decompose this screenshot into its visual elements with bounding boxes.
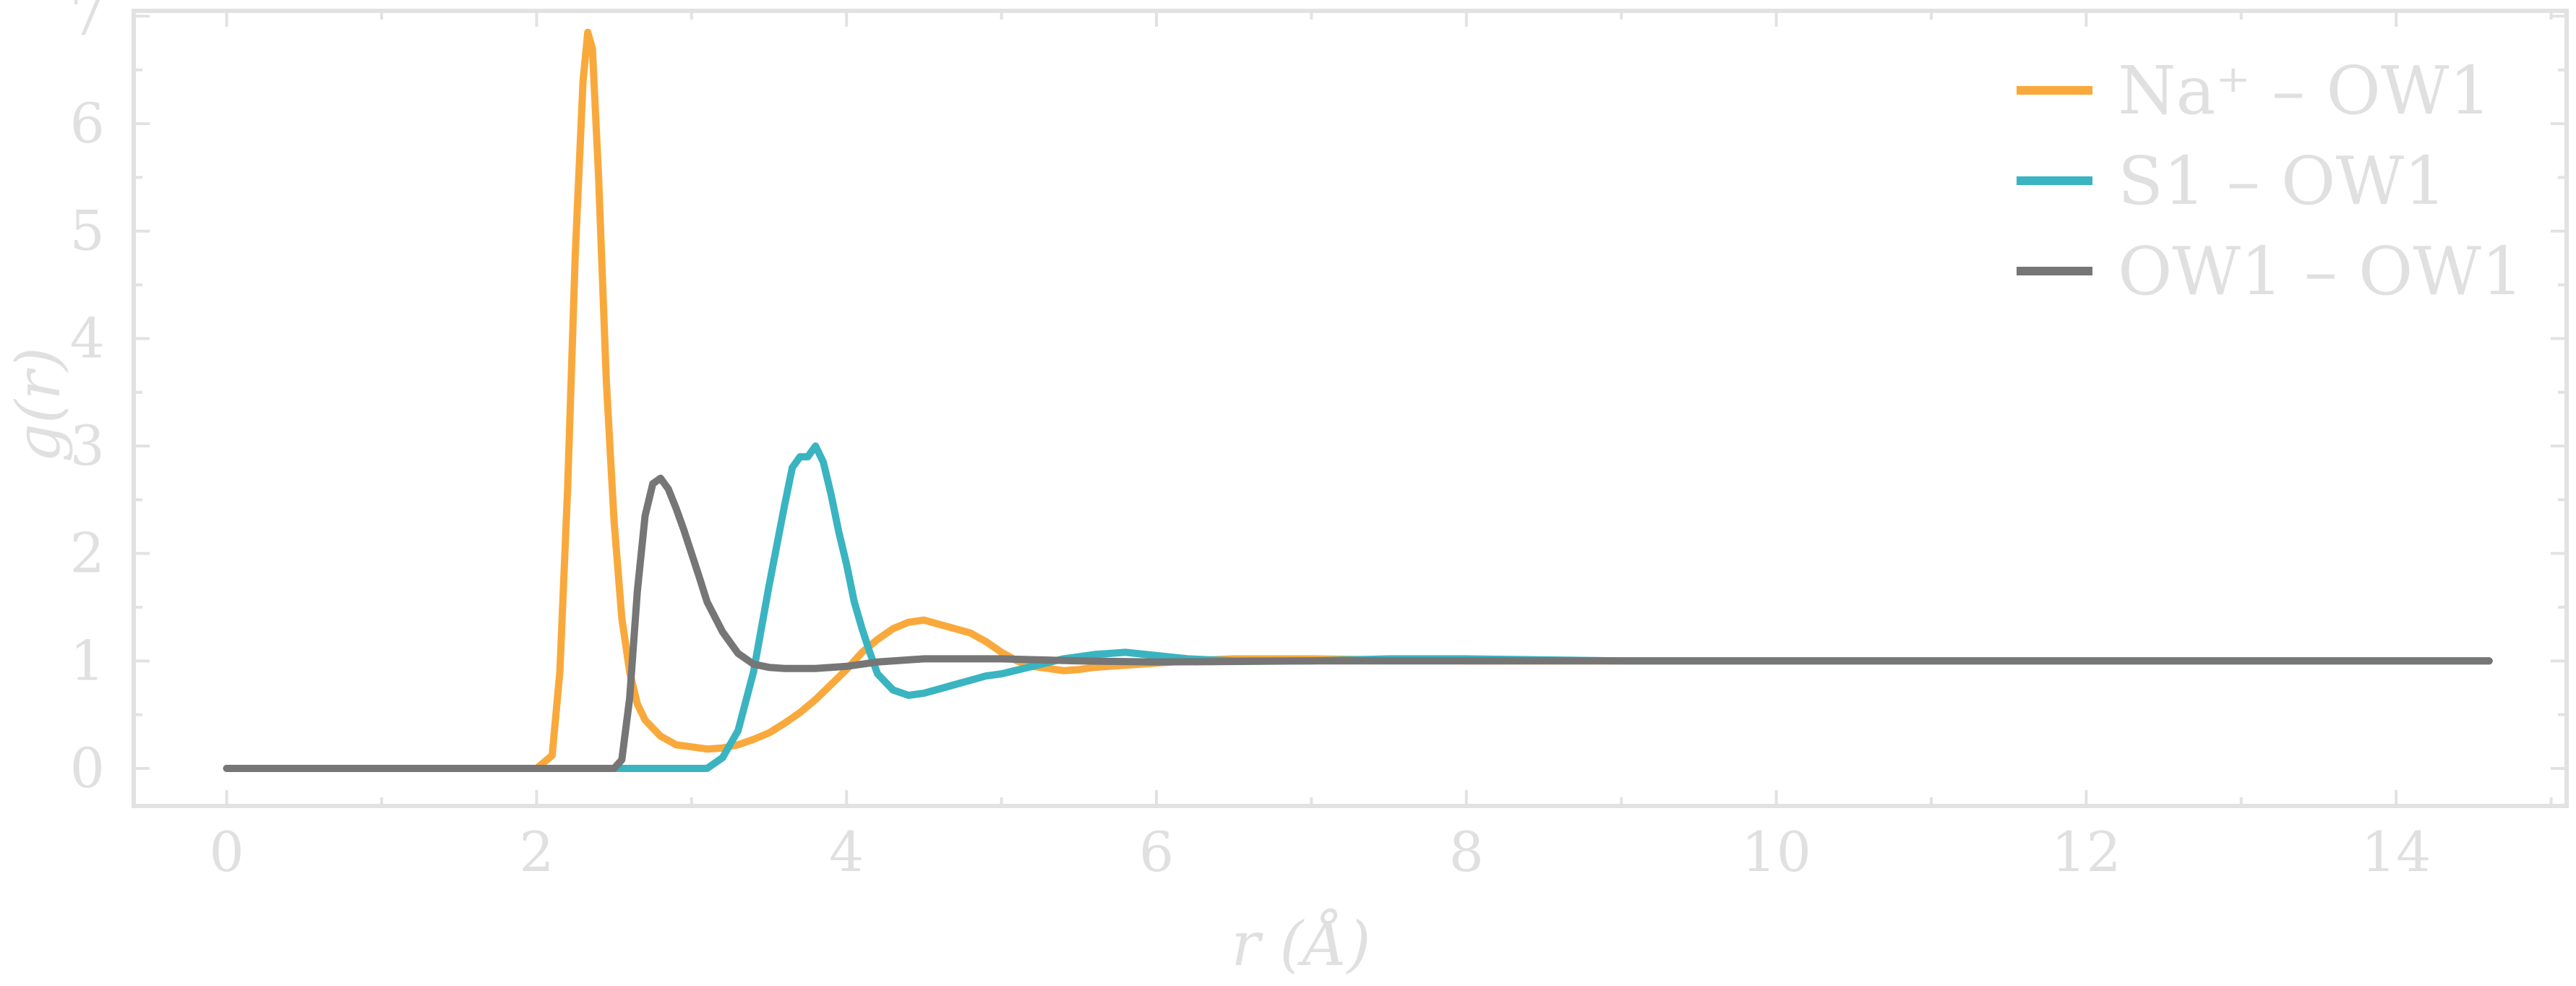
series-line-2 bbox=[223, 474, 2493, 772]
x-tick-label: 2 bbox=[519, 820, 554, 884]
x-tick-label: 6 bbox=[1139, 820, 1174, 884]
x-tick-label: 10 bbox=[1741, 820, 1811, 884]
legend: Na⁺ – OW1 S1 – OW1 OW1 – OW1 bbox=[2017, 52, 2524, 310]
y-tick-label: 5 bbox=[70, 199, 105, 263]
plot-frame bbox=[132, 9, 2569, 808]
x-tick-label: 8 bbox=[1449, 820, 1484, 884]
y-axis-label: g(r) bbox=[3, 347, 74, 462]
y-tick-label: 2 bbox=[70, 521, 105, 586]
x-tick-label: 12 bbox=[2051, 820, 2121, 884]
y-tick-label: 6 bbox=[70, 91, 105, 155]
legend-label-1: S1 – OW1 bbox=[2118, 142, 2447, 220]
series-layer bbox=[223, 28, 2493, 772]
x-axis-label: r (Å) bbox=[1231, 908, 1370, 979]
ticks-layer bbox=[134, 11, 2567, 806]
legend-label-2: OW1 – OW1 bbox=[2118, 233, 2524, 310]
x-tick-label: 14 bbox=[2361, 820, 2431, 884]
y-tick-label: 0 bbox=[70, 736, 105, 800]
y-tick-label: 4 bbox=[70, 306, 105, 370]
y-tick-label: 7 bbox=[70, 0, 105, 48]
x-tick-label: 0 bbox=[209, 820, 244, 884]
y-tick-label: 3 bbox=[70, 413, 105, 478]
x-tick-label: 4 bbox=[829, 820, 864, 884]
y-tick-label: 1 bbox=[70, 628, 105, 693]
legend-label-0: Na⁺ – OW1 bbox=[2118, 52, 2491, 129]
